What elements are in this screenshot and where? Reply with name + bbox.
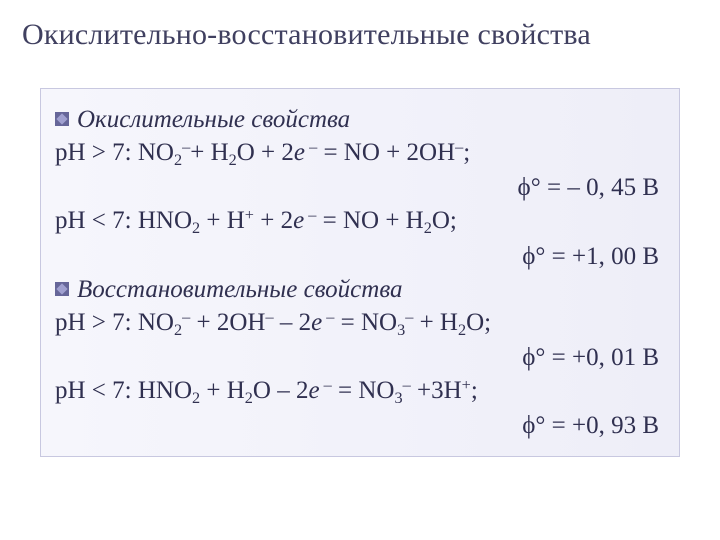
eq2-end: O; <box>432 207 457 234</box>
pot2-val: +1, 00 В <box>572 243 659 270</box>
eq3-a: pH > 7: NO <box>55 309 174 336</box>
section2-heading: Восстановительные свойства <box>55 273 665 306</box>
content-panel: Окислительные свойства pH > 7: NO2–+ H2O… <box>40 88 680 457</box>
eq2-e: e <box>293 207 304 234</box>
equation-3: pH > 7: NO2– + 2OH– – 2e – = NO3– + H2O; <box>55 306 665 341</box>
diamond-bullet-icon <box>55 282 69 296</box>
pot3-sym: ϕ° = <box>522 344 572 371</box>
pot4-val: +0, 93 В <box>572 412 659 439</box>
pot1-val: – 0, 45 В <box>567 174 659 201</box>
section1-heading: Окислительные свойства <box>55 103 665 136</box>
eq3-e: e <box>311 309 322 336</box>
diamond-bullet-icon <box>55 112 69 126</box>
eq4-e: e <box>308 377 319 404</box>
eq1-e: e <box>294 139 305 166</box>
eq1-semi: ; <box>463 139 470 166</box>
eq1-d: = NO + 2OH <box>317 139 455 166</box>
pot3-val: +0, 01 В <box>572 344 659 371</box>
eq2-a: pH < 7: HNO <box>55 207 192 234</box>
eq3-c: – 2 <box>274 309 312 336</box>
eq2-c: + 2 <box>254 207 293 234</box>
section1-heading-text: Окислительные свойства <box>77 106 350 133</box>
eq4-c: O – 2 <box>253 377 309 404</box>
potential-1: ϕ° = – 0, 45 В <box>55 171 665 204</box>
eq4-f: +3H <box>411 377 462 404</box>
eq1-c: O + 2 <box>237 139 294 166</box>
eq3-end: O; <box>466 309 491 336</box>
potential-2: ϕ° = +1, 00 В <box>55 240 665 273</box>
equation-4: pH < 7: HNO2 + H2O – 2e – = NO3– +3H+; <box>55 374 665 409</box>
eq3-f: + H <box>413 309 458 336</box>
pot4-sym: ϕ° = <box>522 412 572 439</box>
equation-1: pH > 7: NO2–+ H2O + 2e – = NO + 2OH–; <box>55 136 665 171</box>
slide-title: Окислительно-восстановительные свойства <box>22 18 698 52</box>
eq2-d: = NO + H <box>316 207 423 234</box>
potential-3: ϕ° = +0, 01 В <box>55 341 665 374</box>
eq3-b: + 2OH <box>190 309 265 336</box>
eq4-end: ; <box>471 377 478 404</box>
pot2-sym: ϕ° = <box>522 243 572 270</box>
eq4-a: pH < 7: HNO <box>55 377 192 404</box>
eq4-b: + H <box>200 377 245 404</box>
eq4-d: = NO <box>332 377 395 404</box>
eq1-b: + H <box>190 139 228 166</box>
section2-heading-text: Восстановительные свойства <box>77 276 403 303</box>
eq2-b: + H <box>200 207 245 234</box>
eq3-d: = NO <box>334 309 397 336</box>
pot1-sym: ϕ° = <box>518 174 568 201</box>
eq1-a: pH > 7: NO <box>55 139 174 166</box>
equation-2: pH < 7: HNO2 + H+ + 2e – = NO + H2O; <box>55 204 665 239</box>
potential-4: ϕ° = +0, 93 В <box>55 409 665 442</box>
